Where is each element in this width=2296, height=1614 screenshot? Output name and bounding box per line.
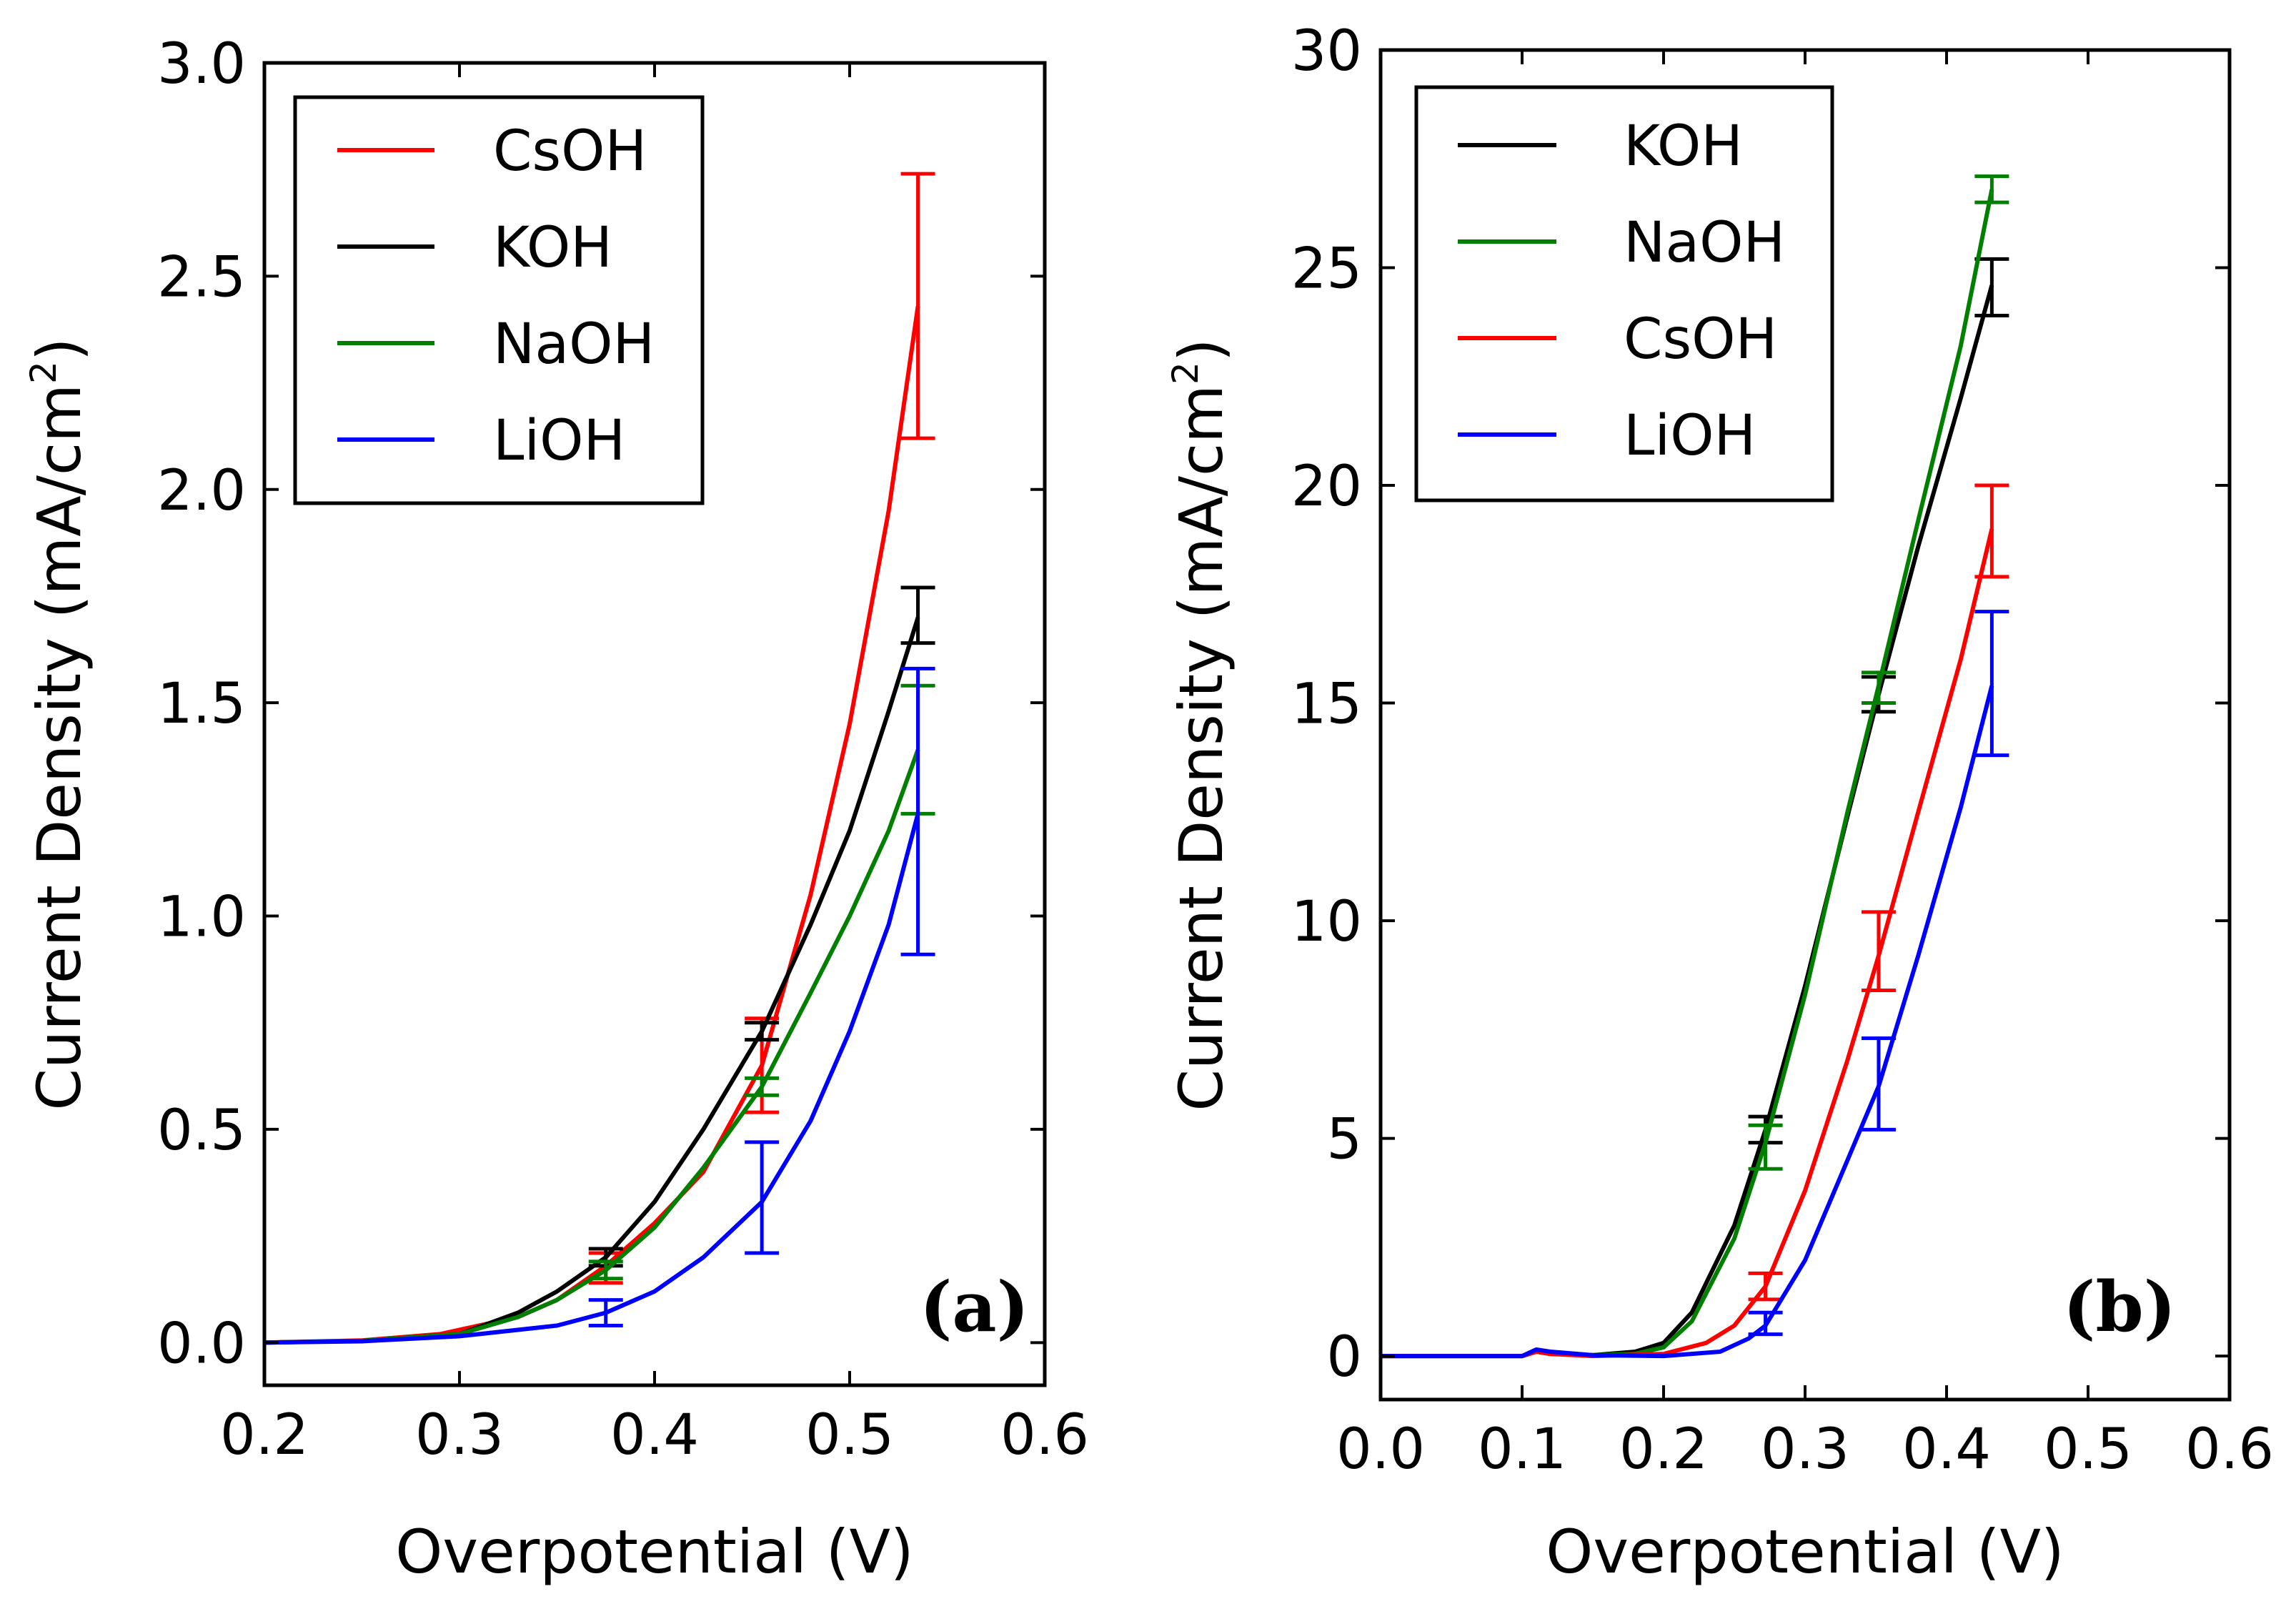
panel-label: (a) (920, 1267, 1029, 1347)
y-tick-label: 0 (1326, 1325, 1362, 1390)
error-bar-lioh (588, 1298, 623, 1327)
error-bar-naoh (1861, 670, 1896, 705)
error-bar-naoh (588, 1259, 623, 1281)
x-tick-label: 0.4 (1902, 1417, 1991, 1482)
error-bar-lioh (1861, 1036, 1896, 1132)
legend-label-koh: KOH (493, 216, 612, 280)
x-axis-title: Overpotential (V) (395, 1517, 913, 1587)
error-bar-naoh (1748, 1123, 1783, 1171)
y-tick-label: 1.5 (157, 672, 246, 736)
error-bar-lioh (900, 666, 935, 956)
error-bar-koh (745, 1021, 780, 1042)
y-tick-label: 5 (1326, 1108, 1362, 1172)
y-axis-title-main: Current Density (mA/cm (1166, 385, 1236, 1112)
panel-label: (b) (2063, 1267, 2176, 1347)
legend: CsOH KOH NaOH LiOH (293, 95, 705, 505)
legend-label-csoh: CsOH (493, 119, 647, 184)
y-tick-label: 2.5 (157, 245, 246, 310)
error-bar-naoh (1974, 174, 2009, 204)
x-axis-title: Overpotential (V) (1546, 1517, 2064, 1587)
error-bar-csoh (1861, 910, 1896, 993)
chart-panel-a: 0.2 0.3 0.4 0.5 0.6 0.0 0.5 1.0 1.5 2.0 2.5 3.0 Over… (23, 32, 1089, 1587)
error-bar-csoh (900, 172, 935, 440)
y-tick-label: 10 (1291, 890, 1362, 954)
legend-label-koh: KOH (1624, 114, 1743, 179)
y-axis-title-main: Current Density (mA/cm (24, 384, 94, 1111)
series-line-koh (264, 616, 920, 1345)
y-axis-title-superscript: 2 (23, 361, 64, 384)
x-tick-label: 0.6 (1000, 1403, 1089, 1467)
series-line-lioh (264, 813, 920, 1345)
legend-label-csoh: CsOH (1624, 307, 1777, 372)
error-bar-csoh (1748, 1271, 1783, 1302)
legend-label-lioh: LiOH (1624, 404, 1756, 468)
x-tick-label: 0.0 (1336, 1417, 1425, 1482)
y-tick-label: 30 (1291, 19, 1362, 84)
y-tick-label: 3.0 (157, 32, 246, 96)
error-bar-lioh (1974, 610, 2009, 758)
x-tick-label: 0.5 (2044, 1417, 2132, 1482)
y-axis-title-end: ) (1166, 338, 1236, 362)
error-bar-naoh (745, 1076, 780, 1097)
y-tick-label: 20 (1291, 455, 1362, 519)
error-bar-koh (1974, 257, 2009, 318)
x-tick-label: 0.3 (415, 1403, 504, 1467)
x-tick-label: 0.2 (1619, 1417, 1708, 1482)
legend-frame (1414, 85, 1834, 502)
chart-panel-b: 0.0 0.1 0.2 0.3 0.4 0.5 0.6 0 5 10 15 20 25 30 Overpot… (1165, 19, 2274, 1587)
y-tick-label: 0.5 (157, 1099, 246, 1163)
legend-label-lioh: LiOH (493, 409, 625, 473)
y-axis-title: Current Density (mA/cm2) (1165, 338, 1236, 1111)
y-tick-label: 2.0 (157, 459, 246, 523)
x-tick-label: 0.2 (220, 1403, 309, 1467)
y-axis-title-superscript: 2 (1165, 362, 1206, 385)
plot-area (1381, 174, 2009, 1359)
legend-label-naoh: NaOH (493, 312, 655, 377)
legend: KOH NaOH CsOH LiOH (1414, 85, 1834, 502)
x-tick-label: 0.3 (1761, 1417, 1849, 1482)
y-tick-label: 0.0 (157, 1312, 246, 1376)
legend-frame (293, 95, 705, 505)
error-bar-lioh (1748, 1310, 1783, 1337)
series-line-lioh (1381, 685, 1994, 1359)
y-tick-label: 25 (1291, 237, 1362, 302)
error-bar-csoh (1974, 483, 2009, 579)
x-tick-label: 0.4 (610, 1403, 699, 1467)
y-tick-label: 1.0 (157, 886, 246, 950)
x-tick-label: 0.5 (805, 1403, 894, 1467)
legend-label-naoh: NaOH (1624, 211, 1785, 275)
x-tick-label: 0.1 (1478, 1417, 1566, 1482)
series-line-csoh (1381, 528, 1994, 1359)
error-bar-lioh (745, 1140, 780, 1255)
y-tick-label: 15 (1291, 673, 1362, 737)
error-bar-koh (900, 585, 935, 645)
y-axis-title: Current Density (mA/cm2) (23, 337, 94, 1110)
y-axis-title-end: ) (24, 337, 94, 361)
x-tick-label: 0.6 (2185, 1417, 2274, 1482)
plot-area (264, 172, 935, 1345)
